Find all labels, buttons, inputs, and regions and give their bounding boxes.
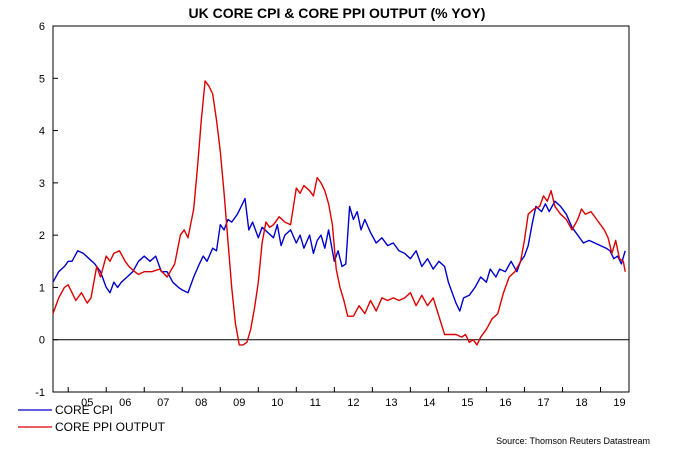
- x-tick-label: 08: [195, 397, 207, 409]
- axis-ticks: [53, 25, 601, 393]
- x-tick-label: 14: [423, 397, 435, 409]
- x-tick-label: 11: [310, 397, 321, 409]
- x-axis-labels: 05 06 07 08 09 10 11 12 13 14 15 16 17 18 19: [81, 397, 626, 409]
- x-tick-label: 17: [537, 397, 549, 409]
- x-tick-label: 16: [499, 397, 511, 409]
- y-tick-label: 6: [39, 21, 45, 33]
- x-tick-label: 05: [81, 397, 93, 409]
- chart-title: UK CORE CPI & CORE PPI OUTPUT (% YOY): [189, 5, 486, 21]
- x-tick-label: 15: [461, 397, 473, 409]
- series-line-core-cpi: [52, 197, 626, 312]
- source-note: Source: Thomson Reuters Datastream: [496, 436, 650, 446]
- legend: CORE CPI CORE PPI OUTPUT: [18, 403, 166, 434]
- y-tick-label: -1: [35, 387, 45, 399]
- series-line-core-ppi-output: [52, 80, 626, 346]
- legend-label-core-ppi-output: CORE PPI OUTPUT: [55, 420, 166, 434]
- x-tick-label: 12: [347, 397, 359, 409]
- y-axis-labels: -1 0 1 2 3 4 5 6: [35, 21, 45, 399]
- y-tick-label: 5: [39, 73, 45, 85]
- y-tick-label: 4: [39, 126, 45, 138]
- x-tick-label: 13: [385, 397, 397, 409]
- y-tick-label: 1: [39, 282, 45, 294]
- legend-label-core-cpi: CORE CPI: [55, 403, 113, 417]
- x-tick-label: 19: [613, 397, 625, 409]
- x-tick-label: 10: [271, 397, 283, 409]
- y-tick-label: 3: [39, 178, 45, 190]
- plot-frame: [52, 25, 630, 393]
- x-tick-label: 18: [575, 397, 587, 409]
- series-lines: [52, 80, 626, 346]
- plot-border: [52, 25, 630, 393]
- x-tick-label: 06: [119, 397, 131, 409]
- x-tick-label: 09: [233, 397, 245, 409]
- y-tick-label: 2: [39, 230, 45, 242]
- y-tick-label: 0: [39, 335, 45, 347]
- x-tick-label: 07: [157, 397, 169, 409]
